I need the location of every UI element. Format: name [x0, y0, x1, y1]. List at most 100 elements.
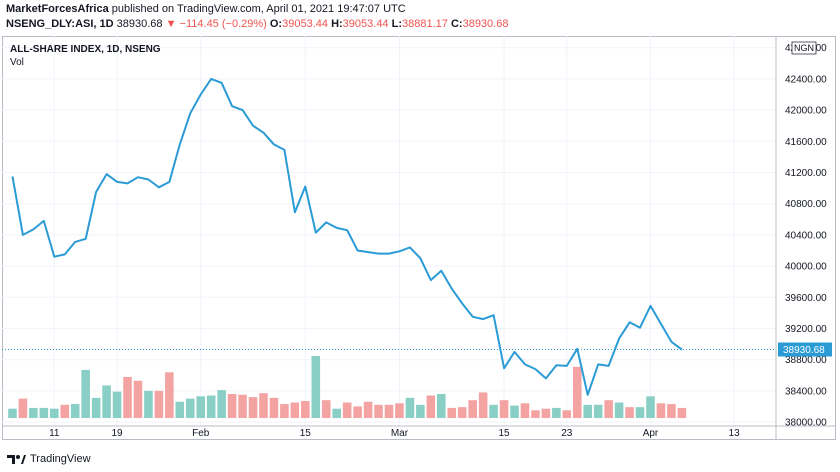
volume-bar	[280, 404, 289, 418]
y-tick-label: 39600.00	[785, 293, 827, 304]
volume-bar	[8, 408, 17, 418]
volume-bar	[217, 390, 226, 418]
volume-bar	[144, 390, 153, 418]
symbol-line: NSENG_DLY:ASI, 1D 38930.68 ▼ −114.45 (−0…	[6, 17, 834, 31]
y-tick-label: 40000.00	[785, 262, 827, 273]
volume-bar	[18, 398, 28, 418]
chart-border	[2, 36, 836, 440]
volume-bars	[8, 356, 687, 418]
last-price: 38930.68	[116, 18, 163, 30]
volume-bar	[353, 406, 362, 418]
publish-info: published on TradingView.com, April 01, …	[111, 3, 406, 15]
volume-bar	[499, 400, 509, 418]
publish-line: MarketForcesAfrica published on TradingV…	[6, 2, 834, 16]
y-tick-label: 38000.00	[785, 418, 827, 429]
volume-bar	[290, 402, 300, 418]
x-tick-label: 19	[111, 428, 123, 439]
volume-bar	[614, 402, 624, 418]
volume-bar	[112, 391, 122, 418]
volume-bar	[165, 372, 174, 418]
chart-canvas[interactable]: 42800.0042400.0042000.0041600.0041200.00…	[2, 36, 836, 440]
volume-bar	[510, 405, 519, 418]
close-label: C:	[450, 18, 463, 30]
y-tick-label: 40800.00	[785, 199, 827, 210]
volume-bar	[81, 369, 90, 418]
y-tick-label: 42400.00	[785, 74, 827, 85]
low-value: 38881.17	[402, 18, 448, 30]
footer-brand[interactable]: TradingView	[30, 453, 91, 465]
volume-bar	[91, 397, 101, 418]
y-tick-label: 42000.00	[785, 106, 827, 117]
y-tick-label: 38400.00	[785, 386, 827, 397]
last-price-badge	[778, 342, 832, 357]
volume-bar	[332, 408, 341, 418]
volume-bar	[478, 392, 488, 418]
price-change: ▼ −114.45 (−0.29%)	[165, 18, 267, 30]
symbol-label: NSENG_DLY:ASI, 1D	[6, 18, 114, 30]
y-tick-label: 40400.00	[785, 230, 827, 241]
price-line-group	[2, 77, 776, 396]
volume-bar	[154, 390, 164, 418]
volume-bar	[395, 403, 404, 418]
volume-bar	[416, 404, 425, 418]
volume-bar	[656, 403, 666, 418]
x-tick-label: 13	[729, 428, 741, 439]
volume-bar	[227, 393, 237, 418]
volume-bar	[206, 395, 216, 418]
open-value: 39053.44	[282, 18, 328, 30]
axes: 42800.0042400.0042000.0041600.0041200.00…	[2, 36, 836, 440]
volume-bar	[29, 407, 38, 418]
x-tick-label: 15	[300, 428, 312, 439]
chart-area[interactable]: 42800.0042400.0042000.0041600.0041200.00…	[2, 36, 836, 440]
volume-bar	[562, 410, 572, 418]
volume-bar	[625, 407, 634, 418]
volume-bar	[489, 404, 498, 418]
high-value: 39053.44	[342, 18, 389, 30]
close-value: 38930.68	[462, 18, 509, 30]
low-label: L:	[391, 18, 403, 30]
volume-bar	[363, 401, 373, 418]
volume-bar	[301, 400, 310, 418]
volume-bar	[123, 376, 132, 418]
volume-indicator-label: Vol	[10, 57, 24, 68]
x-tick-label: Mar	[391, 428, 409, 439]
volume-bar	[185, 398, 195, 418]
last-price-label: 38930.68	[783, 345, 825, 356]
volume-bar	[248, 397, 258, 418]
volume-bar	[677, 407, 687, 418]
footer: TradingView	[6, 450, 91, 468]
volume-bar	[70, 404, 80, 418]
volume-bar	[133, 380, 143, 418]
volume-bar	[583, 404, 593, 418]
grid-lines	[2, 36, 776, 426]
x-tick-label: 15	[498, 428, 510, 439]
volume-bar	[552, 407, 561, 418]
volume-bar	[405, 397, 415, 418]
author-name[interactable]: MarketForcesAfrica	[6, 3, 109, 15]
y-tick-label: 39200.00	[785, 324, 827, 335]
price-line	[11, 77, 683, 396]
volume-bar	[635, 407, 645, 418]
volume-bar	[604, 400, 613, 418]
high-label: H:	[331, 18, 343, 30]
volume-bar	[102, 385, 111, 418]
x-tick-label: 11	[49, 428, 60, 439]
volume-bar	[531, 410, 540, 418]
volume-bar	[50, 408, 59, 418]
y-tick-label: 41600.00	[785, 137, 827, 148]
volume-bar	[426, 395, 436, 418]
chart-header: MarketForcesAfrica published on TradingV…	[6, 2, 834, 31]
volume-bar	[238, 394, 247, 418]
currency-badge	[791, 41, 817, 55]
currency-label: NGN	[794, 43, 814, 53]
volume-bar	[311, 356, 321, 418]
volume-bar	[541, 408, 551, 418]
volume-bar	[259, 393, 268, 418]
y-tick-label: 41200.00	[785, 168, 827, 179]
volume-bar	[468, 400, 477, 418]
volume-bar	[175, 401, 185, 418]
volume-bar	[447, 407, 457, 418]
y-tick-label: 38800.00	[785, 355, 827, 366]
volume-bar	[593, 404, 603, 418]
volume-bar	[646, 396, 655, 418]
